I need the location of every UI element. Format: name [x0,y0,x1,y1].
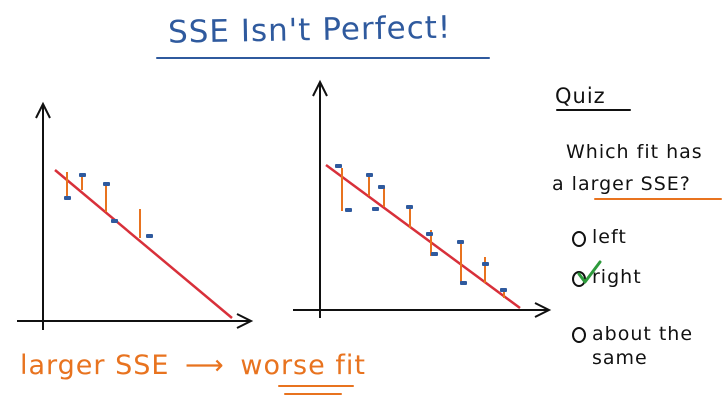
quiz-question: Which fit has a larger SSE? [552,136,726,200]
caption-worse: worse [240,350,326,381]
right-fit-line [325,163,521,310]
radio-left[interactable] [572,231,586,247]
right-data-point [457,240,464,244]
left-data-point [103,182,110,186]
worse-underline-second [284,393,342,395]
right-data-point [426,232,433,236]
quiz-question-line-2: a larger SSE? [552,173,691,195]
worse-underline [278,385,354,387]
left-x-axis-arrow [236,313,254,329]
right-data-point [482,262,489,266]
right-data-point [345,208,352,212]
option-right[interactable]: right [572,266,642,288]
caption-fit: fit [335,350,366,381]
right-data-point [500,288,507,292]
right-x-axis-arrow [534,302,552,318]
caption-larger-sse: larger SSE [20,350,170,381]
right-data-point [378,185,385,189]
left-fit-line [54,169,233,319]
question-underline [594,198,722,200]
radio-about-the-same[interactable] [572,327,586,343]
caption: larger SSE ⟶ worse fit [20,350,366,381]
left-data-point [79,173,86,177]
right-data-point [431,252,438,256]
left-plot [17,101,254,330]
right-data-point [335,164,342,168]
right-data-point [366,173,373,177]
option-about-the-same-label: about the same [592,323,694,369]
left-data-point [111,219,118,223]
checkmark-icon [577,260,602,284]
title-underline [156,57,490,59]
radio-right[interactable] [572,271,586,287]
option-left-label: left [592,226,627,248]
right-data-point [372,207,379,211]
option-right-label: right [592,266,642,288]
quiz-heading-underline [556,109,631,111]
left-data-point [146,234,153,238]
quiz-heading: Quiz [555,84,606,108]
left-y-axis-arrow [35,101,51,119]
option-left[interactable]: left [572,226,627,248]
right-plot [293,79,552,318]
right-y-axis-arrow [312,79,328,97]
right-data-point [460,281,467,285]
option-about-the-same[interactable]: about the same [572,322,722,370]
left-data-point [64,196,71,200]
right-data-point [406,205,413,209]
quiz-question-line-1: Which fit has [566,141,703,163]
caption-arrow: ⟶ [185,350,225,381]
